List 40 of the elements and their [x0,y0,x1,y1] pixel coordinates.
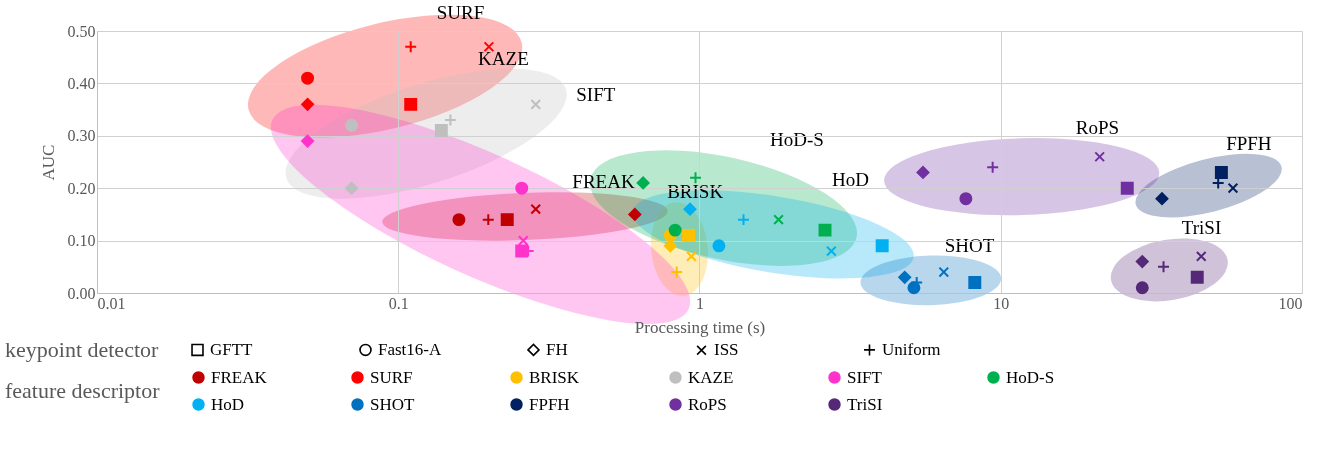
text: feature descriptor [5,378,160,403]
y-tick-label: 0.20 [67,179,96,197]
annotation: HoD [832,169,870,191]
y-tick-label: 0.40 [67,74,96,92]
y-tick-label: 0.30 [67,127,96,145]
annotation: HoD-S [770,129,824,151]
x-tick-label: 0.01 [97,294,126,312]
annotation: FREAK [572,171,635,193]
annotation: SIFT [576,83,616,105]
text: keypoint detector [5,337,159,362]
text: SURF [436,2,485,23]
legend-label: RoPS [688,394,727,414]
x-tick-label: 100 [1278,294,1303,312]
legend-label: FH [546,339,568,359]
annotation: TriSI [1181,217,1222,239]
legend-label: Uniform [882,339,941,359]
y-tick-label: 0.50 [67,22,96,40]
legend-label: ISS [714,340,739,360]
legend-label: BRISK [529,367,580,387]
legend-label: FREAK [211,367,268,387]
legend-label: SIFT [847,367,883,387]
legend-label: HoD-S [1006,367,1055,387]
x-axis-title: Processing time (s) [634,317,766,337]
annotation: FPFH [1226,132,1272,154]
x-tick-label: 0.1 [388,294,409,312]
x-tick-label: 10 [993,294,1010,312]
legend-label: KAZE [688,367,734,387]
x-tick-label: 1 [696,294,704,312]
legend-label: GFTT [210,339,254,359]
annotation: KAZE [478,47,529,69]
legend-label: HoD [211,394,245,414]
legend-label: Fast16-A [378,339,442,359]
legend-label: FPFH [529,394,570,414]
y-axis-title: AUC [38,144,58,181]
legend-label: TriSI [847,394,883,414]
legend-label: SURF [370,367,413,387]
annotation: RoPS [1075,117,1120,139]
legend-label: SHOT [370,394,416,414]
y-tick-label: 0.10 [67,232,96,250]
y-tick-label: 0.00 [67,284,96,302]
